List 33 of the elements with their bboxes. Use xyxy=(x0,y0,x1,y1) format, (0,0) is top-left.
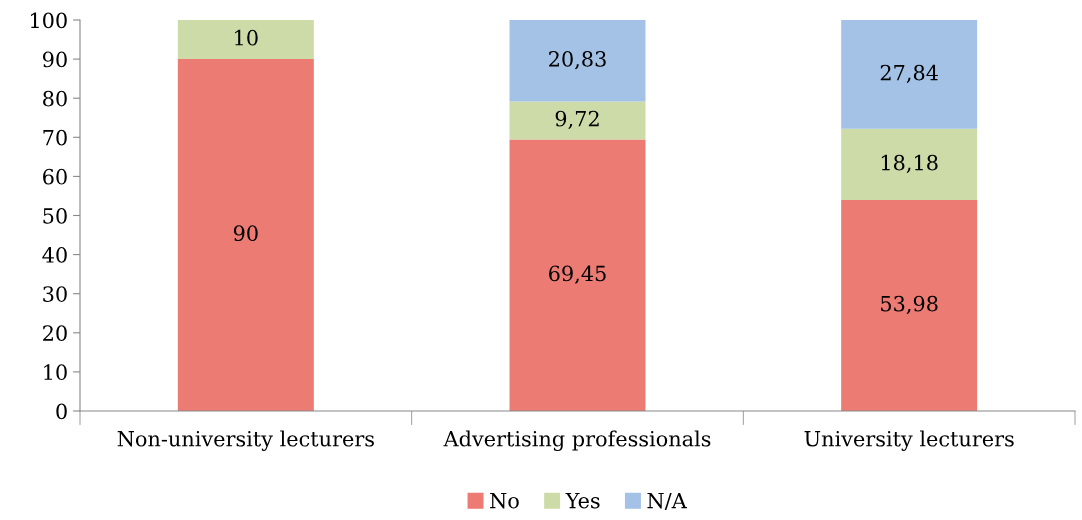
bar xyxy=(841,128,978,200)
data-label: 69,45 xyxy=(549,265,606,284)
x-tick-label: University lecturers xyxy=(804,430,1014,451)
data-label: 53,98 xyxy=(881,295,938,315)
y-tick-label: 60 xyxy=(43,168,67,185)
bar xyxy=(177,20,314,60)
y-tick-label: 10 xyxy=(44,364,67,381)
data-label: 90 xyxy=(233,225,258,242)
bar xyxy=(177,59,314,411)
bar xyxy=(841,199,978,411)
data-label: 20,83 xyxy=(549,51,606,70)
y-tick-label: 40 xyxy=(42,247,67,263)
bar xyxy=(509,101,646,140)
bar xyxy=(509,20,646,102)
bar xyxy=(509,139,646,411)
y-tick-label: 90 xyxy=(43,51,67,68)
y-tick-label: 30 xyxy=(43,286,67,302)
y-tick-label: 100 xyxy=(30,12,67,29)
y-tick-label: 70 xyxy=(43,129,67,146)
data-label: 9,72 xyxy=(555,110,599,130)
y-tick-label: 0 xyxy=(56,403,67,420)
y-tick-label: 80 xyxy=(43,90,67,107)
y-tick-label: 20 xyxy=(43,325,67,342)
legend-label: No xyxy=(490,492,519,509)
legend-label: Yes xyxy=(565,492,600,509)
data-label: 18,18 xyxy=(881,154,938,173)
y-tick-label: 50 xyxy=(43,207,67,224)
data-label: 10 xyxy=(235,29,258,46)
x-tick-label: Non-university lecturers xyxy=(117,430,374,451)
legend-label: N/A xyxy=(647,492,687,511)
data-label: 27,84 xyxy=(880,64,938,84)
bar xyxy=(841,20,978,129)
x-tick-label: Advertising professionals xyxy=(443,430,711,451)
